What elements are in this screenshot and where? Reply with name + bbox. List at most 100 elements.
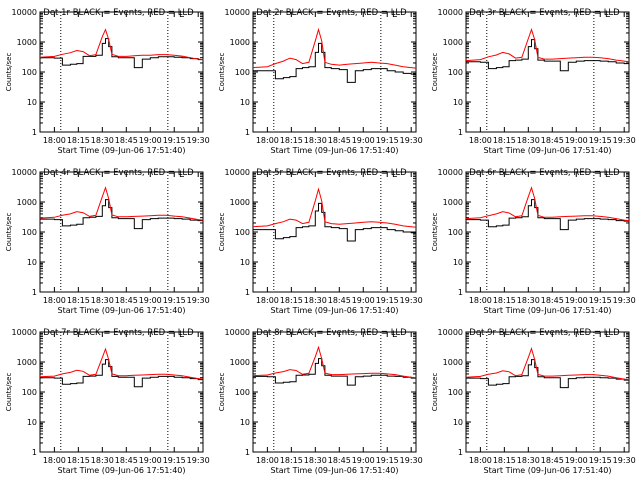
x-tick-label: 18:15 (280, 136, 303, 145)
series-line-lld (465, 346, 630, 381)
series-line-events (466, 39, 630, 72)
x-tick-label: 18:45 (328, 296, 351, 305)
y-tick-label: 10 (453, 258, 463, 267)
y-tick-label: 10 (240, 418, 250, 427)
y-tick-label: 10 (27, 98, 37, 107)
x-tick-label: 18:00 (469, 136, 492, 145)
y-tick-label: 100 (235, 228, 250, 237)
x-tick-label: 18:45 (541, 136, 564, 145)
plot-frame (252, 11, 417, 133)
series-line-events (466, 199, 630, 231)
chart-title: Det 8r BLACK = Events, RED = LLD (256, 328, 407, 338)
series-line-events (40, 359, 204, 388)
y-tick-label: 10000 (438, 328, 463, 337)
y-tick-label: 100 (235, 388, 250, 397)
x-tick-label: 19:15 (376, 296, 399, 305)
x-tick-label: 19:00 (565, 296, 588, 305)
x-tick-label: 18:00 (256, 136, 279, 145)
y-tick-label: 100 (448, 388, 463, 397)
x-tick-label: 18:00 (256, 456, 279, 465)
y-tick-label: 10 (453, 418, 463, 427)
plot-frame (39, 171, 204, 293)
x-axis-label: Start Time (09-Jun-06 17:51:40) (271, 306, 399, 315)
x-tick-label: 18:30 (517, 456, 540, 465)
series-line-lld (465, 28, 630, 63)
x-tick-label: 18:45 (541, 456, 564, 465)
y-tick-label: 10000 (225, 8, 250, 17)
chart-title: Det 9r BLACK = Events, RED = LLD (469, 328, 620, 338)
x-tick-label: 18:00 (43, 296, 66, 305)
x-tick-label: 18:45 (541, 296, 564, 305)
y-tick-label: 100 (22, 68, 37, 77)
y-axis-label: Counts/sec (431, 53, 439, 92)
x-tick-label: 18:30 (304, 456, 327, 465)
x-axis-label: Start Time (09-Jun-06 17:51:40) (58, 146, 186, 155)
y-tick-label: 1 (458, 128, 463, 137)
plot-frame (465, 11, 630, 133)
plot-frame (252, 331, 417, 453)
y-tick-label: 1000 (17, 38, 37, 47)
x-tick-label: 18:15 (67, 296, 90, 305)
x-tick-label: 19:15 (163, 456, 186, 465)
x-tick-label: 18:15 (280, 296, 303, 305)
x-tick-label: 19:00 (139, 456, 162, 465)
series-line-lld (465, 186, 630, 222)
chart-title: Det 3r BLACK = Events, RED = LLD (469, 8, 620, 18)
x-tick-label: 19:30 (400, 456, 423, 465)
x-axis-label: Start Time (09-Jun-06 17:51:40) (58, 306, 186, 315)
x-tick-label: 18:30 (91, 456, 114, 465)
y-tick-label: 100 (22, 388, 37, 397)
plot-frame (465, 331, 630, 453)
x-tick-label: 19:15 (589, 136, 612, 145)
series-line-lld (252, 187, 417, 228)
plot-frame (252, 171, 417, 293)
y-tick-label: 10 (240, 258, 250, 267)
x-axis-label: Start Time (09-Jun-06 17:51:40) (271, 146, 399, 155)
y-tick-label: 10 (27, 258, 37, 267)
x-tick-label: 19:30 (400, 136, 423, 145)
x-tick-label: 18:00 (469, 296, 492, 305)
x-tick-label: 19:30 (400, 296, 423, 305)
x-tick-label: 19:00 (352, 296, 375, 305)
x-tick-label: 19:30 (187, 136, 210, 145)
y-tick-label: 1 (32, 288, 37, 297)
x-tick-label: 19:00 (565, 456, 588, 465)
x-tick-label: 18:15 (493, 136, 516, 145)
y-tick-label: 1000 (230, 358, 250, 367)
y-tick-label: 10000 (12, 328, 37, 337)
x-axis-label: Start Time (09-Jun-06 17:51:40) (271, 466, 399, 475)
y-tick-label: 1 (245, 448, 250, 457)
y-tick-label: 10000 (225, 328, 250, 337)
y-tick-label: 1 (32, 128, 37, 137)
series-line-events (253, 202, 417, 242)
y-axis-label: Counts/sec (218, 53, 226, 92)
y-axis-label: Counts/sec (218, 373, 226, 412)
marker-glyph: L (179, 330, 184, 340)
x-tick-label: 19:00 (565, 136, 588, 145)
x-tick-label: 19:00 (352, 456, 375, 465)
x-tick-label: 19:30 (187, 296, 210, 305)
y-tick-label: 1000 (230, 198, 250, 207)
x-tick-label: 18:15 (67, 136, 90, 145)
y-axis-label: Counts/sec (431, 213, 439, 252)
y-tick-label: 1000 (230, 38, 250, 47)
x-tick-label: 18:15 (493, 296, 516, 305)
y-tick-label: 1000 (17, 358, 37, 367)
series-line-events (253, 358, 417, 386)
y-tick-label: 100 (22, 228, 37, 237)
y-tick-label: 1000 (443, 198, 463, 207)
x-tick-label: 19:30 (613, 136, 636, 145)
y-axis-label: Counts/sec (5, 213, 13, 252)
marker-glyph: L (392, 10, 397, 20)
chart-title: Det 6r BLACK = Events, RED = LLD (469, 168, 620, 178)
x-tick-label: 18:00 (43, 456, 66, 465)
x-tick-label: 18:45 (328, 456, 351, 465)
